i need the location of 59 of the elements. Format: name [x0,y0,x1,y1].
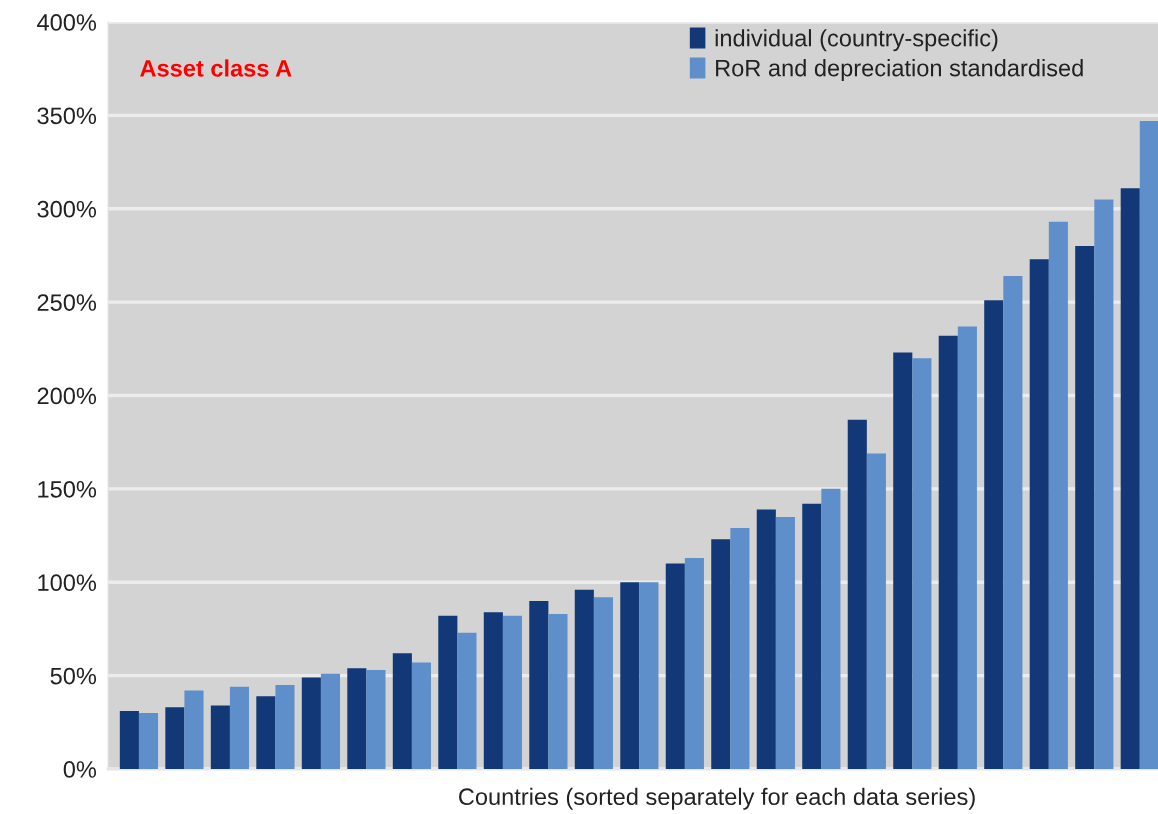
y-tick-label: 150% [38,480,97,498]
bar [119,711,139,769]
bar [320,673,341,769]
bar [184,690,204,769]
bar [802,503,822,769]
legend-label: RoR and depreciation standardised [716,59,1083,82]
legend-label: individual (country-specific) [715,29,998,52]
bar [275,684,295,769]
y-tick-label: 100% [38,574,97,592]
bar [593,597,613,769]
bar [256,696,276,769]
bar [210,705,230,769]
bar [866,453,886,769]
bar [665,563,685,769]
bar [1003,275,1023,769]
y-tick-label: 0% [63,761,97,778]
bar [483,612,503,769]
bar [821,488,841,769]
bar [548,614,568,769]
bar [411,662,432,769]
bar [574,589,594,769]
bar [301,677,321,769]
bar [938,335,958,769]
bar [847,419,867,769]
bar [165,707,185,769]
bar [366,670,386,769]
bar [711,539,731,769]
bar [620,582,640,769]
bar [639,582,659,769]
bar [756,509,776,769]
bar [730,528,750,769]
text: Asset class A [140,59,292,77]
bar [893,352,913,769]
bar [1048,221,1068,769]
x-axis-title: Countries (sorted separately for each data series) [459,787,975,810]
bar [684,557,704,769]
y-tick-label: 200% [37,387,97,405]
y-tick-label: 250% [37,294,97,311]
bar [775,516,795,769]
bar [957,326,977,769]
y-tick-label: 50% [50,667,97,685]
bar [438,615,458,769]
bar [529,600,549,769]
bar [392,653,412,769]
y-tick-label: 350% [37,107,97,125]
bar [1139,120,1158,769]
bar [138,712,159,769]
bar [1075,246,1095,769]
bar [1029,259,1049,769]
bar [457,632,477,769]
bar [347,668,367,769]
bar [229,686,250,769]
bar [502,615,522,769]
bar [1120,188,1140,769]
y-tick-label: 400% [37,14,97,31]
bar [984,300,1004,769]
bar [1094,199,1114,769]
bar [912,358,932,769]
y-tick-label: 300% [37,200,97,218]
